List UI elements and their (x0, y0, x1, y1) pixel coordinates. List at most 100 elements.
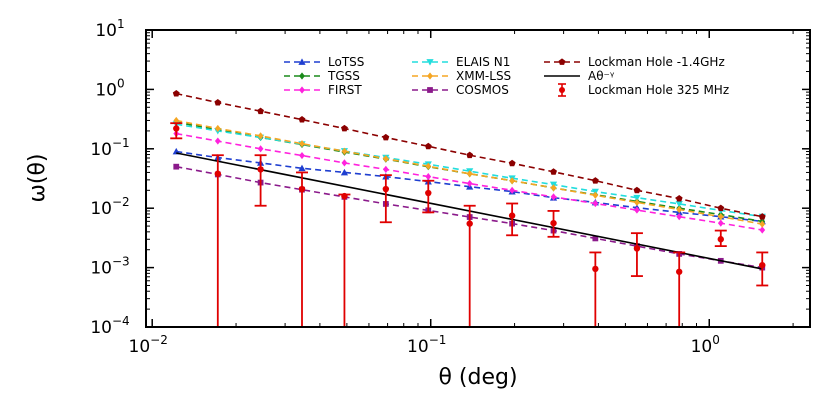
legend-item-elais-n1: ELAIS N1 (412, 55, 510, 69)
legend-label: Aθ⁻ᵞ (588, 69, 615, 83)
data-point-lockman-hole-1-4ghz (508, 159, 516, 167)
legend-label: TGSS (327, 69, 360, 83)
data-point-first (299, 151, 305, 160)
y-tick-label: 10−3 (90, 255, 129, 279)
data-point-xmm-lss (466, 170, 473, 178)
x-axis-title: θ (deg) (438, 365, 517, 390)
error-point (592, 265, 599, 273)
error-point (382, 185, 390, 193)
data-point-first (759, 226, 766, 234)
series-line-elais-n1 (176, 123, 763, 218)
data-point-first (382, 165, 389, 173)
data-point-lockman-hole-1-4ghz (633, 186, 641, 194)
data-point-first (257, 145, 264, 153)
data-point-xmm-lss (634, 198, 640, 207)
legend-marker (427, 72, 433, 80)
legend-marker (299, 86, 305, 94)
x-tick-label: 10−2 (129, 333, 168, 357)
data-point-lotss (298, 164, 306, 172)
x-tick-label: 10−1 (407, 333, 446, 357)
legend-item-lockman-hole-325-mhz: Lockman Hole 325 MHz (558, 83, 729, 97)
legend-marker (298, 58, 306, 65)
error-point (257, 166, 264, 173)
plot-frame (145, 29, 811, 328)
data-point-xmm-lss (759, 220, 766, 228)
data-point-xmm-lss (173, 116, 180, 125)
data-point-elais-n1 (633, 194, 641, 202)
data-point-first (676, 213, 683, 221)
data-point-lockman-hole-1-4ghz (717, 204, 725, 212)
data-point-lockman-hole-1-4ghz (591, 177, 599, 184)
y-tick-label: 100 (95, 76, 124, 100)
data-point-cosmos (592, 235, 599, 242)
series-first (173, 130, 766, 234)
error-point (341, 192, 348, 200)
legend-item-lotss: LoTSS (284, 55, 364, 69)
data-point-lockman-hole-1-4ghz (550, 168, 557, 175)
legend-label: FIRST (328, 83, 362, 97)
data-point-lockman-hole-1-4ghz (758, 213, 766, 220)
data-point-xmm-lss (717, 213, 724, 221)
series-lockman-hole-325-mhz (170, 122, 769, 327)
legend-item-tgss: TGSS (284, 69, 360, 83)
data-point-first (425, 173, 432, 181)
data-point-xmm-lss (425, 162, 432, 170)
data-point-lockman-hole-1-4ghz (172, 90, 180, 97)
data-point-lockman-hole-1-4ghz (257, 107, 264, 115)
error-point (298, 185, 306, 193)
data-point-xmm-lss (382, 155, 389, 163)
legend-label: Lockman Hole 325 MHz (588, 83, 729, 97)
data-point-lockman-hole-1-4ghz (382, 133, 390, 141)
y-tick-label: 10−2 (90, 195, 129, 219)
legend-marker (426, 59, 434, 66)
data-point-xmm-lss (592, 191, 599, 199)
data-point-first (550, 193, 557, 201)
series-lockman-hole-1-4ghz (172, 90, 766, 220)
data-point-elais-n1 (675, 201, 683, 208)
legend-marker (299, 72, 305, 80)
error-point (759, 261, 766, 269)
data-point-xmm-lss (550, 184, 557, 192)
data-layer (170, 90, 769, 327)
legend-marker (558, 58, 566, 65)
error-point (173, 125, 180, 132)
legend-item-lockman-hole-1-4ghz: Lockman Hole -1.4GHz (544, 55, 725, 69)
y-tick-label: 10−4 (90, 314, 129, 338)
data-point-first (214, 137, 221, 145)
legend-marker (559, 87, 565, 93)
data-point-lockman-hole-1-4ghz (424, 142, 432, 150)
error-point (675, 268, 683, 275)
legend-label: COSMOS (456, 83, 509, 97)
data-point-xmm-lss (509, 177, 516, 185)
error-point (633, 245, 641, 252)
ticks-layer: 10−2 10−1 100 10−4 10−3 10−2 10−1 100 101 (90, 17, 810, 357)
data-point-first (509, 186, 516, 194)
data-point-first (717, 219, 724, 227)
series-line-tgss (176, 121, 763, 223)
data-point-xmm-lss (257, 132, 264, 140)
data-point-first (634, 206, 640, 214)
data-point-cosmos (173, 163, 180, 170)
data-point-lockman-hole-1-4ghz (298, 116, 306, 123)
error-point (717, 236, 724, 243)
data-point-lockman-hole-1-4ghz (214, 99, 222, 106)
error-point (214, 170, 222, 177)
data-point-lockman-hole-1-4ghz (466, 151, 474, 159)
y-axis-title: ω(θ) (25, 153, 50, 202)
data-point-xmm-lss (214, 124, 221, 133)
legend-label: LoTSS (328, 55, 364, 69)
data-point-lotss (340, 168, 349, 176)
legend-label: Lockman Hole -1.4GHz (588, 55, 725, 69)
legend-label: ELAIS N1 (456, 55, 510, 69)
series-xmm-lss (173, 116, 766, 228)
legend-item-xmm-lss: XMM-LSS (412, 69, 511, 83)
data-point-lockman-hole-1-4ghz (341, 124, 348, 132)
error-point (508, 212, 516, 219)
data-point-xmm-lss (299, 140, 305, 148)
data-point-xmm-lss (341, 147, 348, 155)
data-point-first (466, 179, 473, 188)
data-point-xmm-lss (676, 205, 683, 214)
data-point-first (592, 199, 599, 208)
